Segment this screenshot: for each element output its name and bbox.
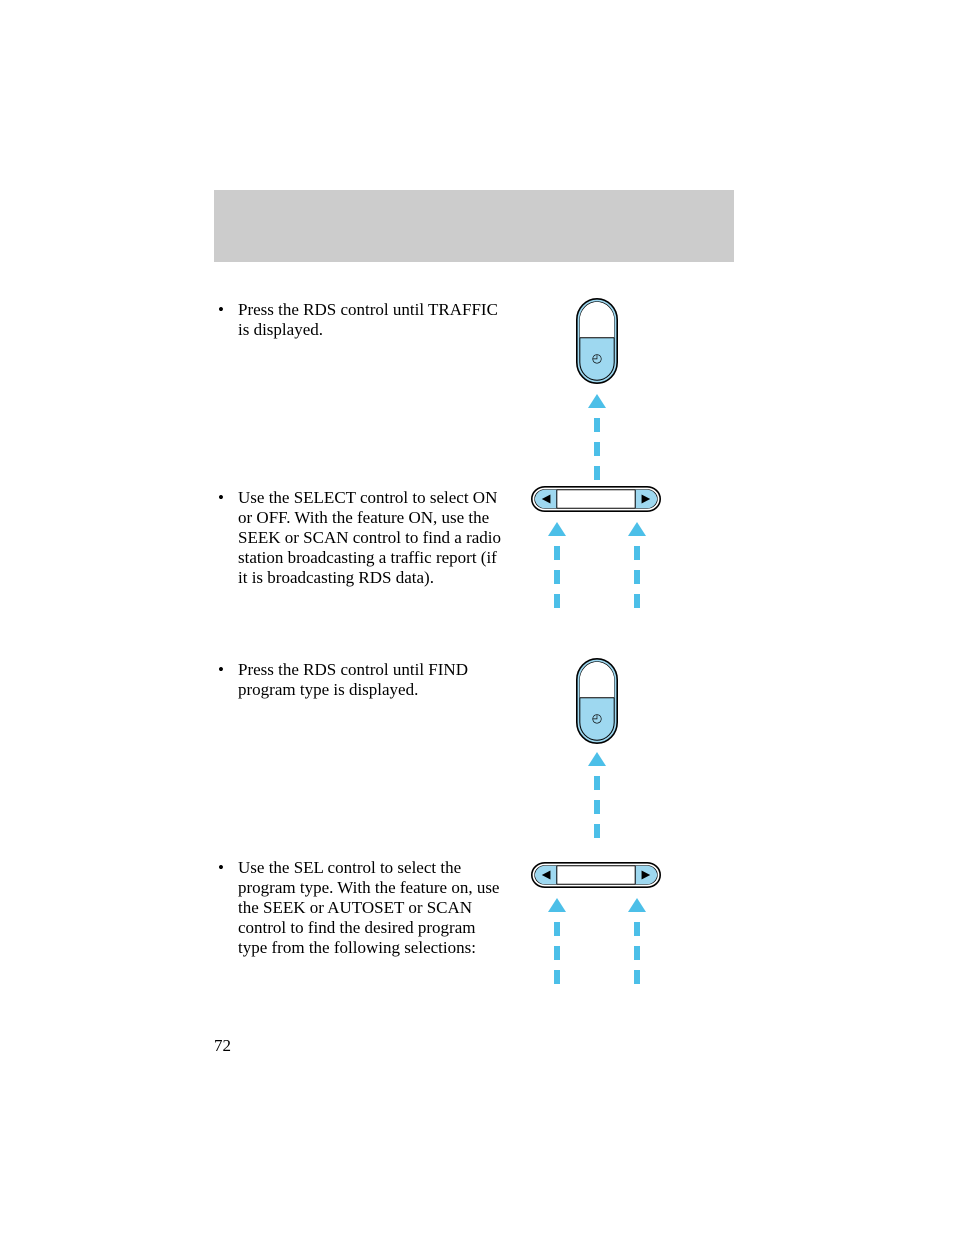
select-horizontal-button xyxy=(531,862,661,888)
up-arrow-icon xyxy=(548,898,566,984)
clock-icon: ◴ xyxy=(592,711,602,725)
rds-pill-button: ◴ xyxy=(576,658,618,744)
up-arrow-icon xyxy=(588,752,606,838)
up-arrow-icon xyxy=(628,522,646,608)
clock-icon: ◴ xyxy=(592,351,602,365)
header-bar xyxy=(214,190,734,262)
bullet-text: Use the SEL control to select the progra… xyxy=(214,858,504,958)
up-arrow-icon xyxy=(588,394,606,480)
rds-pill-button: ◴ xyxy=(576,298,618,384)
bullet-item: Use the SELECT control to select ON or O… xyxy=(214,488,504,588)
bullet-item: Use the SEL control to select the progra… xyxy=(214,858,504,958)
manual-page: Press the RDS control until TRAFFIC is d… xyxy=(0,0,954,1235)
bullet-item: Press the RDS control until TRAFFIC is d… xyxy=(214,300,504,340)
bullet-text: Use the SELECT control to select ON or O… xyxy=(214,488,504,588)
up-arrow-icon xyxy=(628,898,646,984)
bullet-item: Press the RDS control until FIND program… xyxy=(214,660,504,700)
select-horizontal-button xyxy=(531,486,661,512)
bullet-text: Press the RDS control until FIND program… xyxy=(214,660,504,700)
page-number: 72 xyxy=(214,1036,231,1056)
up-arrow-icon xyxy=(548,522,566,608)
bullet-text: Press the RDS control until TRAFFIC is d… xyxy=(214,300,504,340)
